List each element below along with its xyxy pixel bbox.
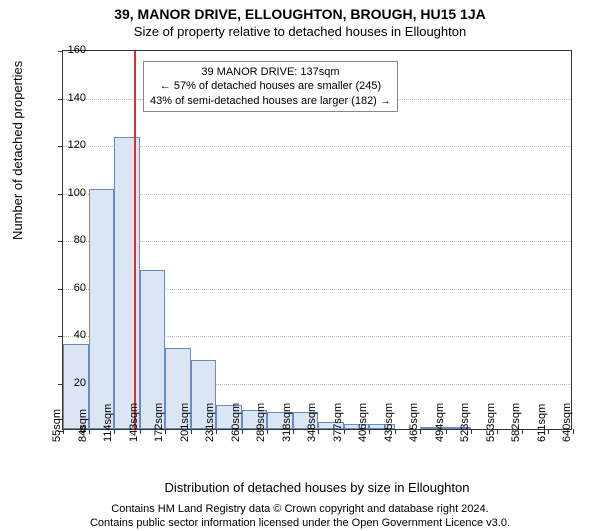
- xtick-mark: [165, 429, 166, 434]
- annotation-box: 39 MANOR DRIVE: 137sqm← 57% of detached …: [143, 61, 398, 112]
- page-subtitle: Size of property relative to detached ho…: [0, 22, 600, 39]
- xtick-mark: [267, 429, 268, 434]
- xtick-mark: [369, 429, 370, 434]
- annotation-line: ← 57% of detached houses are smaller (24…: [150, 79, 391, 93]
- ytick-label: 80: [46, 234, 86, 246]
- y-axis-label: Number of detached properties: [10, 61, 25, 240]
- ytick-label: 20: [46, 377, 86, 389]
- xtick-mark: [420, 429, 421, 434]
- ytick-label: 160: [46, 44, 86, 56]
- xtick-mark: [216, 429, 217, 434]
- caption-line-2: Contains public sector information licen…: [90, 517, 510, 529]
- xtick-mark: [471, 429, 472, 434]
- page-title: 39, MANOR DRIVE, ELLOUGHTON, BROUGH, HU1…: [0, 0, 600, 22]
- xtick-mark: [573, 429, 574, 434]
- caption-line-1: Contains HM Land Registry data © Crown c…: [111, 503, 488, 515]
- annotation-line: 43% of semi-detached houses are larger (…: [150, 94, 391, 108]
- xtick-mark: [318, 429, 319, 434]
- annotation-line: 39 MANOR DRIVE: 137sqm: [150, 65, 391, 79]
- xtick-mark: [114, 429, 115, 434]
- ytick-label: 120: [46, 139, 86, 151]
- xtick-mark: [522, 429, 523, 434]
- plot-region: 39 MANOR DRIVE: 137sqm← 57% of detached …: [62, 50, 572, 430]
- histogram-bar: [89, 189, 115, 429]
- ytick-label: 140: [46, 92, 86, 104]
- histogram-chart: 39 MANOR DRIVE: 137sqm← 57% of detached …: [62, 50, 572, 430]
- ytick-label: 60: [46, 282, 86, 294]
- property-marker-line: [134, 51, 136, 429]
- x-axis-label: Distribution of detached houses by size …: [62, 480, 572, 495]
- ytick-label: 40: [46, 329, 86, 341]
- ytick-label: 100: [46, 187, 86, 199]
- source-caption: Contains HM Land Registry data © Crown c…: [0, 502, 600, 531]
